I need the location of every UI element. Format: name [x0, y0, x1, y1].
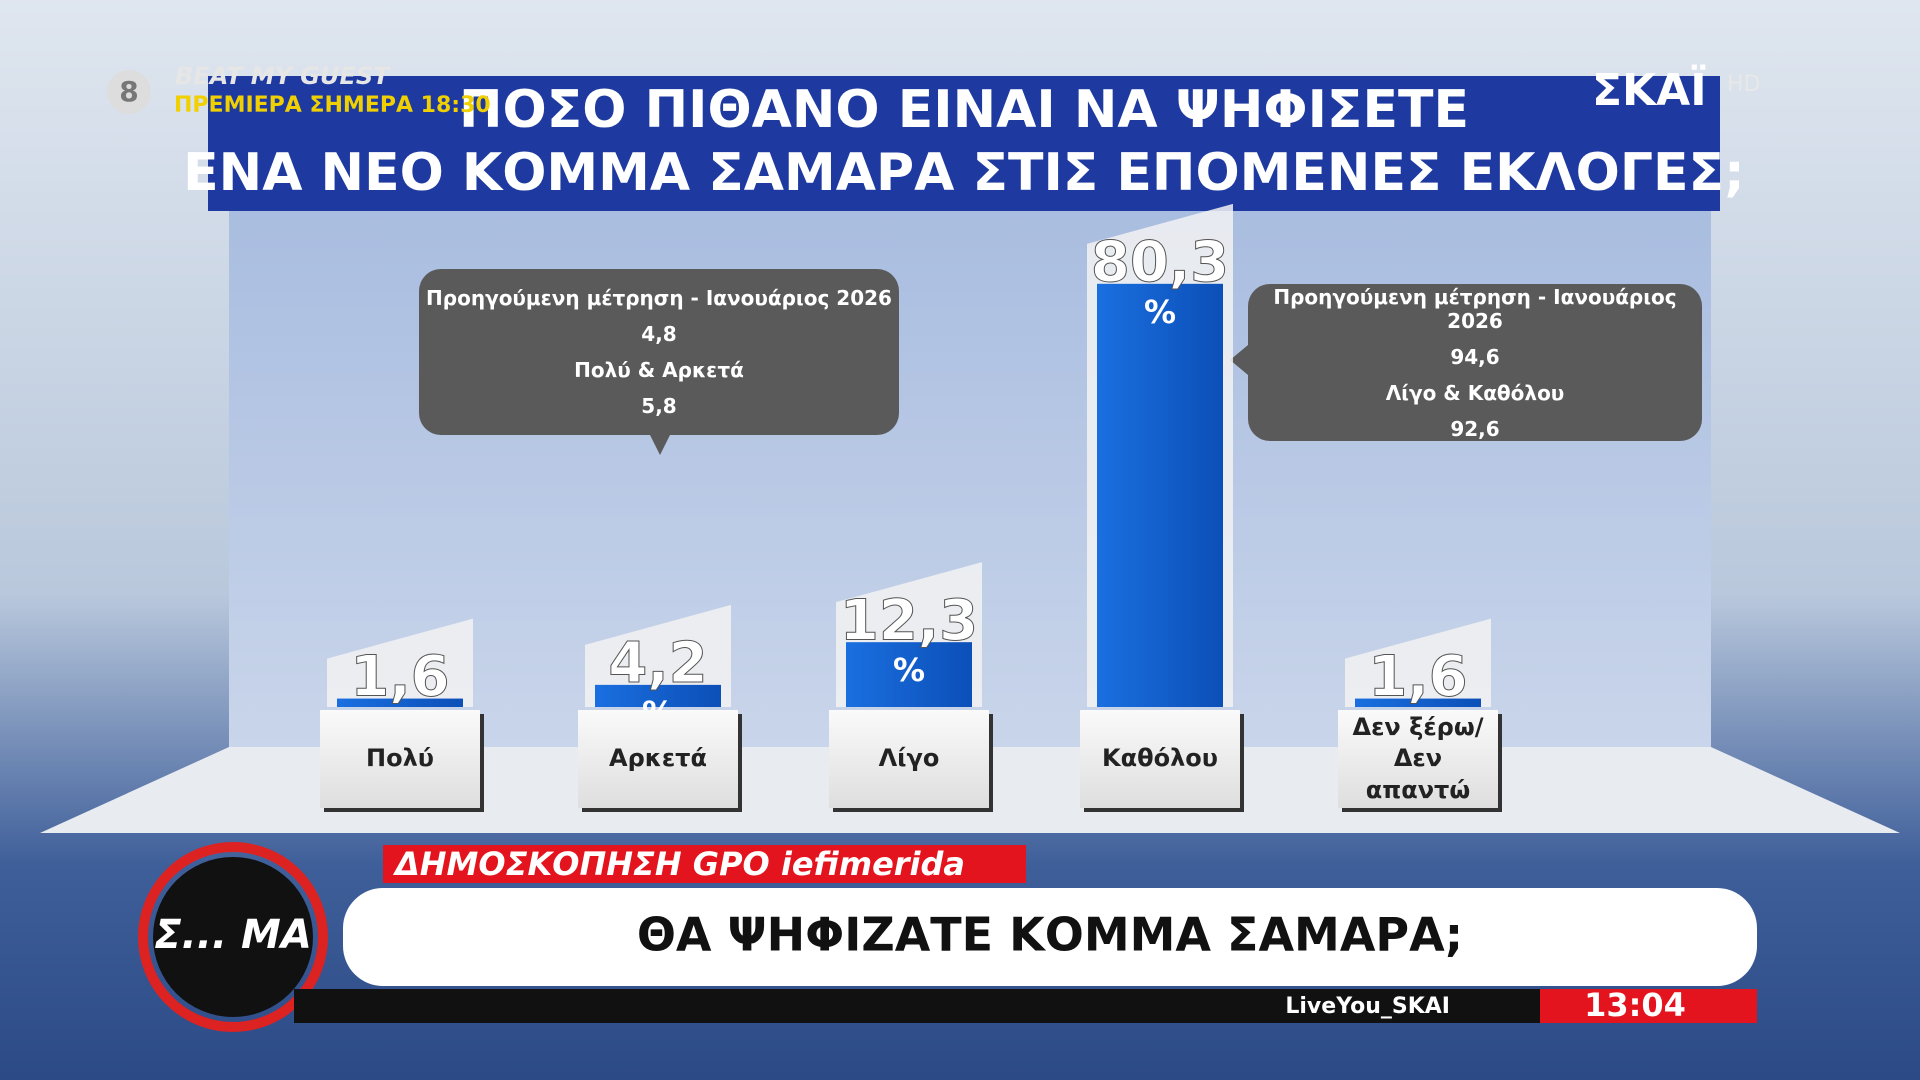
promo-title: BEAT MY GUEST	[175, 62, 391, 90]
x-tick-label: Αρκετά	[578, 710, 738, 808]
bar	[1097, 283, 1223, 707]
chart-title: ΕΝΑ ΝΕΟ ΚΟΜΜΑ ΣΑΜΑΡΑ ΣΤΙΣ ΕΠΟΜΕΝΕΣ ΕΚΛΟΓ…	[183, 143, 1745, 203]
value-label: 1,6	[1368, 645, 1467, 710]
handle: LiveYou_SKAI	[1285, 994, 1450, 1019]
x-tick-label: Λίγο	[829, 710, 989, 808]
callout-pointer	[1230, 345, 1248, 375]
show-logo-ring	[138, 842, 328, 1032]
bar	[846, 642, 972, 707]
clock-box	[1540, 989, 1757, 1023]
promo-time: ΠΡΕΜΙΕΡΑ ΣΗΜΕΡΑ 18:30	[174, 93, 491, 118]
callout: Προηγούμενη μέτρηση - Ιανουάριος 2026 4,8…	[419, 269, 899, 435]
x-tick-label: Πολύ	[320, 710, 480, 808]
callout-pointer	[650, 435, 670, 455]
x-tick-label: Καθόλου	[1080, 710, 1240, 808]
bar-backdrop	[327, 618, 473, 707]
title-box	[208, 76, 1720, 211]
value-label: 80,3	[1091, 230, 1229, 295]
show-logo	[153, 857, 313, 1017]
headline: ΘΑ ΨΗΦΙΖΑΤΕ ΚΟΜΜΑ ΣΑΜΑΡΑ;	[637, 908, 1463, 962]
callout-line: Λίγο & Καθόλου	[1385, 380, 1565, 405]
bar-backdrop	[1345, 618, 1491, 707]
channel-badge	[107, 70, 151, 114]
clock: 13:04	[1584, 986, 1686, 1024]
show-logo-text: Σ... ΜΑ	[154, 912, 312, 958]
ticker-bar	[294, 989, 1757, 1023]
bar	[1355, 698, 1481, 707]
bar	[595, 684, 721, 707]
channel-hd: HD	[1727, 72, 1760, 97]
source: ΔΗΜΟΣΚΟΠΗΣΗ GPO iefimerida	[392, 845, 965, 883]
channel-logo: ΣΚΑΪ	[1592, 63, 1707, 116]
value-label: 1,6	[350, 645, 449, 710]
source-strip	[383, 845, 1026, 883]
channel-number: 8	[119, 75, 138, 108]
headline-box	[343, 888, 1757, 986]
x-tick-label: Δεν ξέρω/ Δεν απαντώ	[1338, 710, 1498, 808]
callout: Προηγούμενη μέτρηση - Ιανουάριος 2026 94,…	[1248, 284, 1702, 441]
callout-line: Προηγούμενη μέτρηση - Ιανουάριος 2026	[426, 286, 892, 310]
value-label: 12,3	[840, 588, 978, 653]
bar-backdrop	[585, 604, 731, 707]
callout-line: Προηγούμενη μέτρηση - Ιανουάριος 2026	[1273, 284, 1677, 333]
value-unit: %	[1144, 293, 1176, 331]
value-unit: %	[893, 651, 925, 689]
bar	[337, 698, 463, 707]
callout-line: 92,6	[1450, 416, 1500, 441]
callout-line: Πολύ & Αρκετά	[574, 358, 744, 382]
callout-line: 4,8	[641, 322, 677, 346]
value-label: 4,2	[608, 631, 707, 696]
callout-line: 94,6	[1450, 344, 1500, 369]
callout-line: 5,8	[641, 394, 677, 418]
chart-title: ΠΟΣΟ ΠΙΘΑΝΟ ΕΙΝΑΙ ΝΑ ΨΗΦΙΣΕΤΕ	[459, 80, 1469, 140]
